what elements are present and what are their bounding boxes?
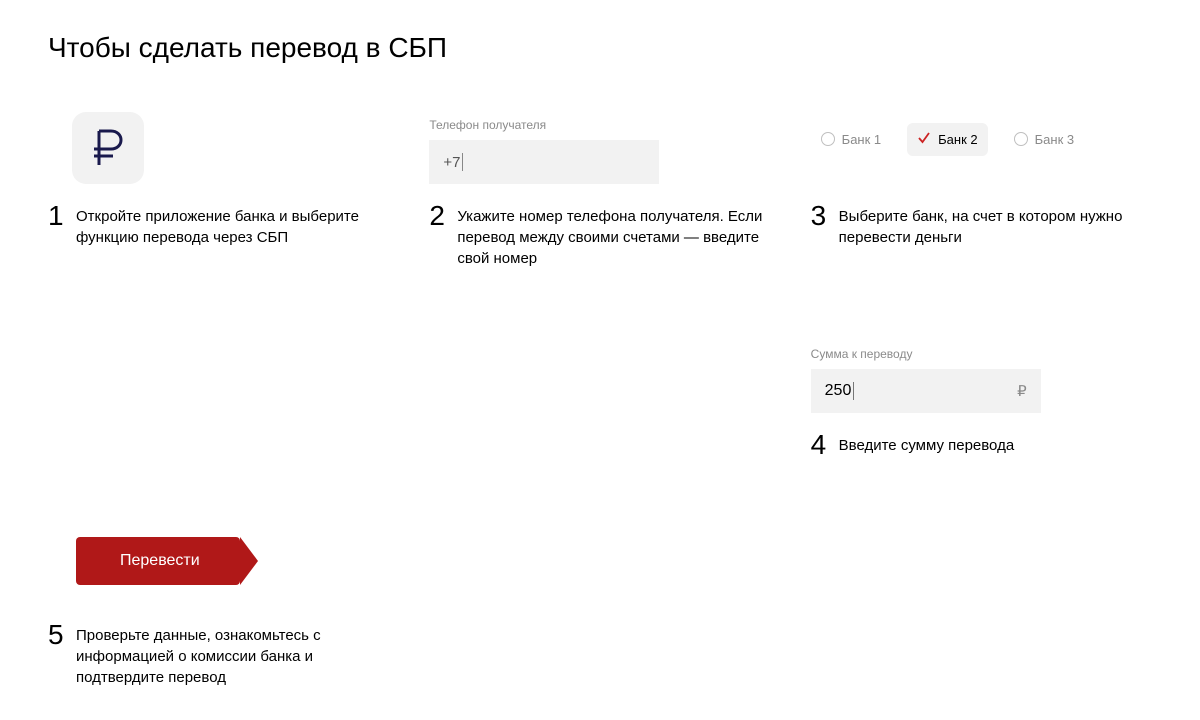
- empty-cell: [48, 329, 389, 459]
- step-5: Перевести 5 Проверьте данные, ознакомьте…: [48, 519, 389, 688]
- bank-label: Банк 1: [842, 132, 881, 147]
- step-5-illustration: Перевести: [48, 519, 389, 603]
- phone-prefix: +7: [443, 154, 460, 171]
- phone-field-label: Телефон получателя: [429, 118, 770, 132]
- step-4-illustration: Сумма к переводу 250 ₽: [811, 329, 1152, 413]
- check-icon: [917, 131, 931, 148]
- transfer-button[interactable]: Перевести: [76, 537, 240, 585]
- bank-label: Банк 3: [1035, 132, 1074, 147]
- bank-option-3[interactable]: Банк 3: [1004, 124, 1084, 155]
- step-text: Введите сумму перевода: [839, 431, 1015, 456]
- steps-grid: 1 Откройте приложение банка и выберите ф…: [48, 100, 1152, 688]
- ruble-icon: [72, 112, 144, 184]
- step-number: 3: [811, 202, 829, 230]
- bank-label: Банк 2: [938, 132, 977, 147]
- text-cursor-icon: [853, 382, 854, 400]
- step-number: 4: [811, 431, 829, 459]
- page-heading: Чтобы сделать перевод в СБП: [48, 32, 1152, 64]
- transfer-button-label: Перевести: [120, 552, 200, 570]
- empty-cell: [811, 519, 1152, 688]
- step-3-illustration: Банк 1 Банк 2 Банк 3: [811, 100, 1152, 184]
- step-number: 5: [48, 621, 66, 649]
- step-number: 1: [48, 202, 66, 230]
- empty-cell: [429, 519, 770, 688]
- step-text: Проверьте данные, ознакомьтесь с информа…: [76, 621, 389, 688]
- currency-symbol: ₽: [1017, 382, 1027, 400]
- step-2-illustration: Телефон получателя +7: [429, 100, 770, 184]
- bank-option-2[interactable]: Банк 2: [907, 123, 987, 156]
- step-3: Банк 1 Банк 2 Банк 3 3 Выберите банк, на…: [811, 100, 1152, 269]
- step-1: 1 Откройте приложение банка и выберите ф…: [48, 100, 389, 269]
- step-text: Откройте приложение банка и выберите фун…: [76, 202, 389, 248]
- step-2: Телефон получателя +7 2 Укажите номер те…: [429, 100, 770, 269]
- amount-value: 250: [825, 382, 852, 400]
- bank-option-1[interactable]: Банк 1: [811, 124, 891, 155]
- step-number: 2: [429, 202, 447, 230]
- text-cursor-icon: [462, 153, 463, 171]
- amount-field-label: Сумма к переводу: [811, 347, 1152, 361]
- phone-input[interactable]: +7: [429, 140, 659, 184]
- radio-icon: [821, 132, 835, 146]
- radio-icon: [1014, 132, 1028, 146]
- step-text: Выберите банк, на счет в котором нужно п…: [839, 202, 1152, 248]
- step-1-illustration: [48, 100, 389, 184]
- step-text: Укажите номер телефона получателя. Если …: [457, 202, 770, 269]
- empty-cell: [429, 329, 770, 459]
- amount-input[interactable]: 250 ₽: [811, 369, 1041, 413]
- step-4: Сумма к переводу 250 ₽ 4 Введите сумму п…: [811, 329, 1152, 459]
